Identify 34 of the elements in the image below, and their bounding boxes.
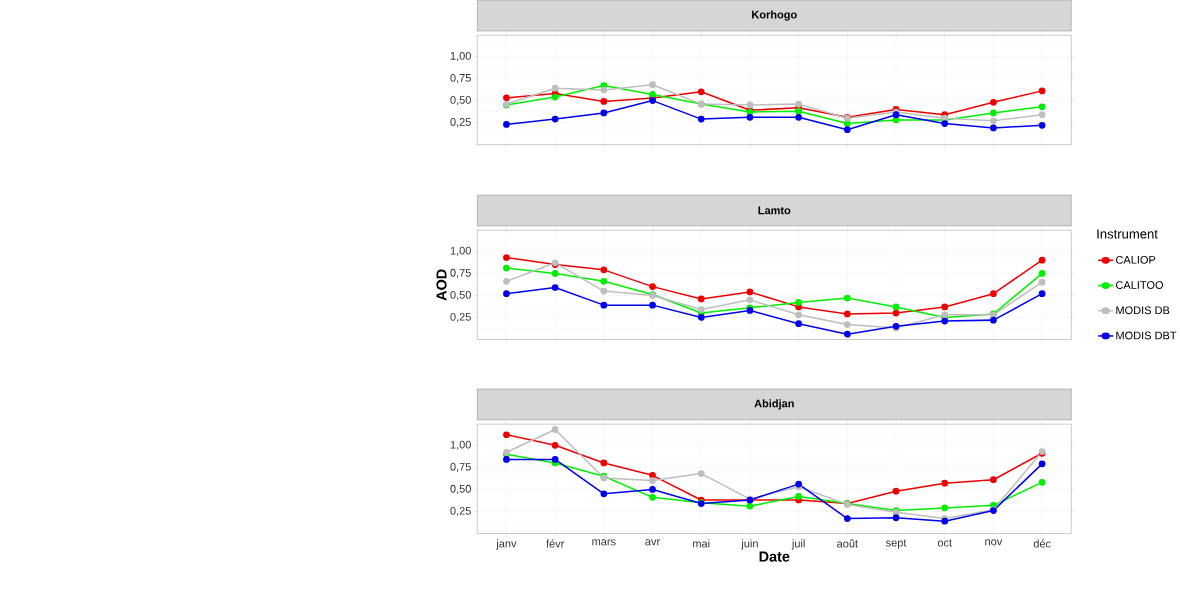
y-tick-label: 0,75 [450,462,471,473]
x-tick-label: janv [496,539,517,550]
x-tick-label: mars [592,539,616,546]
chart-title: Korhogo [752,10,797,21]
x-tick-label: nov [985,539,1003,546]
y-tick-label: 0,50 [450,484,471,495]
x-tick-label: mai [693,539,710,548]
x-tick-label: déc [1033,539,1051,548]
y-tick-label: 0,25 [450,507,471,517]
x-tick-label: avr [645,539,660,546]
legend-label: CALITOO [1116,281,1164,290]
x-axis-title: Date [759,551,790,562]
y-tick-label: 0,25 [450,313,471,323]
legend-label: MODIS DB [1116,306,1170,315]
y-tick-label: 0,50 [450,290,471,301]
x-tick-label: juil [791,539,805,550]
y-tick-label: 1,00 [450,52,471,62]
legend-title: Instrument [1097,229,1158,239]
y-tick-label: 0,50 [450,96,471,106]
x-tick-label: févr [546,539,565,548]
y-tick-label: 0,75 [450,268,471,279]
x-tick-label: oct [937,539,952,547]
y-axis-title: AOD [436,269,447,301]
x-tick-label: juin [741,539,758,550]
y-tick-label: 1,00 [450,440,471,450]
y-tick-label: 0,25 [450,118,471,128]
x-tick-label: août [837,539,858,548]
y-tick-label: 0,75 [450,74,471,84]
y-tick-label: 1,00 [450,246,471,256]
legend-label: CALIOP [1116,256,1156,264]
legend-label: MODIS DBT [1116,331,1177,340]
chart-title: Lamto [758,206,791,215]
chart-title: Abidjan [754,399,794,410]
x-tick-label: sept [885,539,907,549]
